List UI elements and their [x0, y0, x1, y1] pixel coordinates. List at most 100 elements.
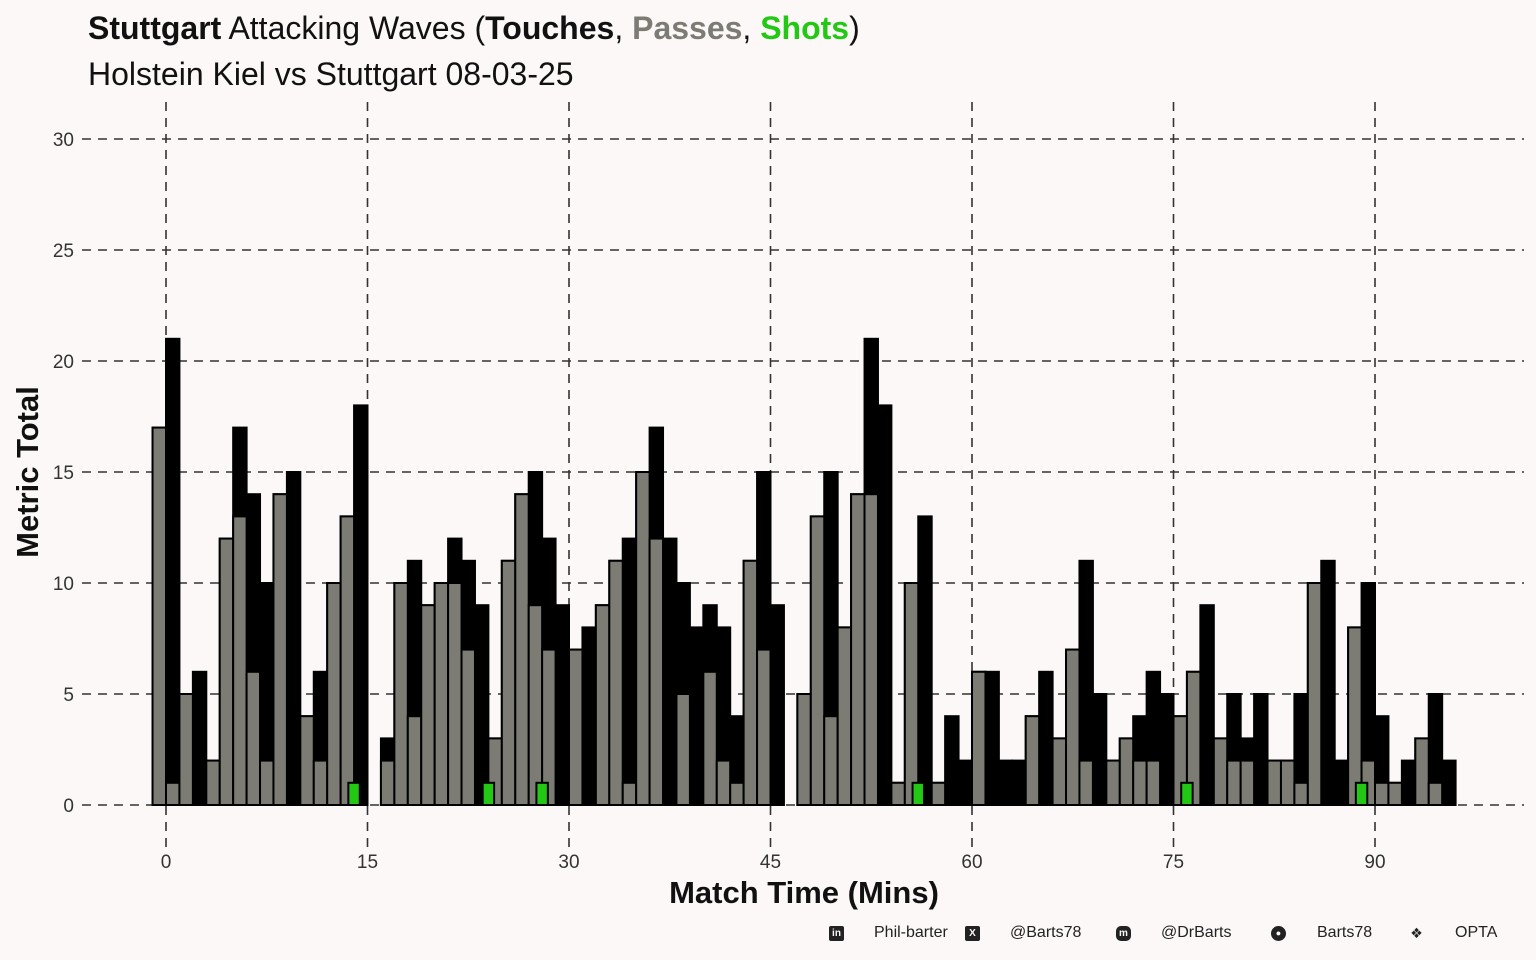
- touches-bar: [1199, 604, 1215, 807]
- passes-bar: [312, 759, 329, 806]
- touches-bar: [473, 604, 490, 807]
- touches-bar: [165, 337, 181, 806]
- y-tick-label: 5: [63, 685, 74, 706]
- shots-bar: [1180, 781, 1194, 806]
- linkedin-icon: in: [829, 925, 844, 941]
- footer-github-label: Barts78: [1317, 924, 1373, 941]
- passes-bar: [903, 582, 920, 806]
- footer-x-label: @Barts78: [1010, 924, 1082, 941]
- passes-bar: [1051, 737, 1068, 807]
- x-tick-label: 75: [1163, 852, 1184, 873]
- passes-bar: [1132, 759, 1148, 806]
- touches-bar: [957, 759, 973, 806]
- touches-bar: [1091, 693, 1108, 806]
- title-team: Stuttgart: [88, 10, 222, 46]
- passes-bar: [796, 693, 812, 806]
- passes-bar: [1414, 737, 1430, 807]
- x-tick-label: 15: [357, 852, 378, 873]
- title-close: ): [849, 10, 860, 46]
- footer-data-label: OPTA: [1455, 924, 1498, 941]
- passes-bar: [1226, 759, 1242, 806]
- passes-bar: [756, 648, 772, 806]
- footer-github[interactable]: ● Barts78: [1271, 924, 1372, 942]
- passes-bar: [326, 582, 342, 806]
- passes-bar: [218, 537, 235, 806]
- shots-bar: [911, 781, 925, 806]
- passes-bar: [232, 515, 248, 807]
- shots-bar: [481, 781, 496, 806]
- passes-bar: [621, 781, 638, 806]
- touches-bar: [581, 626, 597, 807]
- passes-bar: [742, 559, 759, 806]
- touches-bar: [944, 715, 960, 807]
- passes-bar: [1105, 759, 1121, 806]
- y-tick-label: 25: [53, 241, 74, 262]
- touches-bar: [1159, 693, 1175, 806]
- passes-bar: [259, 759, 275, 806]
- x-tick-label: 90: [1364, 852, 1385, 873]
- dropbox-icon: ❖: [1410, 924, 1423, 941]
- touches-bar: [876, 404, 893, 806]
- passes-bar: [1024, 715, 1041, 807]
- passes-bar: [863, 493, 879, 806]
- title-passes: Passes: [632, 10, 743, 46]
- passes-bar: [1347, 626, 1363, 807]
- passes-bar: [514, 493, 530, 806]
- touches-bar: [1253, 693, 1269, 806]
- touches-bar: [917, 515, 933, 807]
- touches-bar: [984, 670, 1000, 806]
- passes-bar: [272, 493, 288, 806]
- touches-bar: [554, 604, 570, 807]
- passes-bar: [299, 715, 315, 807]
- passes-bar: [635, 471, 651, 806]
- passes-bar: [151, 426, 167, 806]
- passes-bar: [1387, 781, 1403, 806]
- passes-bar: [1374, 781, 1390, 806]
- footer-data[interactable]: ❖ OPTA: [1409, 924, 1497, 942]
- passes-bar: [1306, 582, 1323, 806]
- shots-bar: [535, 781, 549, 806]
- passes-bar: [971, 670, 987, 806]
- touches-bar: [353, 404, 369, 806]
- footer-mastodon[interactable]: m @DrBarts: [1116, 924, 1231, 942]
- passes-bar: [165, 781, 181, 806]
- passes-bar: [527, 604, 544, 807]
- shots-bar: [347, 781, 361, 806]
- passes-bar: [420, 604, 436, 807]
- footer-linkedin-label: Phil-barter: [874, 924, 948, 941]
- title-touches: Touches: [485, 10, 615, 46]
- title-shots: Shots: [760, 10, 850, 46]
- passes-bar: [1078, 759, 1094, 806]
- passes-bar: [393, 582, 409, 806]
- shots-bar: [1354, 781, 1369, 806]
- touches-bar: [1400, 759, 1417, 806]
- passes-bar: [500, 559, 517, 806]
- passes-bar: [379, 759, 396, 806]
- passes-bar: [460, 648, 476, 806]
- passes-bar: [447, 582, 463, 806]
- passes-bar: [729, 781, 745, 806]
- footer-x[interactable]: X @Barts78: [965, 924, 1081, 942]
- footer-credits: in Phil-barter X @Barts78 m @DrBarts ● B…: [0, 924, 1536, 948]
- passes-bar: [1065, 648, 1081, 806]
- y-tick-label: 0: [63, 796, 74, 817]
- touches-bar: [688, 626, 705, 807]
- title-sep-2: ,: [742, 10, 761, 46]
- passes-bar: [406, 715, 423, 807]
- footer-linkedin[interactable]: in Phil-barter: [829, 924, 948, 942]
- touches-bar: [191, 670, 208, 806]
- passes-bar: [608, 559, 624, 806]
- passes-bar: [850, 493, 866, 806]
- x-tick-label: 60: [961, 852, 982, 873]
- passes-bar: [433, 582, 450, 806]
- passes-bar: [205, 759, 221, 806]
- x-icon: X: [965, 925, 980, 941]
- passes-bar: [245, 670, 262, 806]
- passes-bar: [1185, 670, 1202, 806]
- passes-bar: [541, 648, 557, 806]
- passes-bar: [809, 515, 826, 807]
- y-tick-label: 20: [53, 352, 74, 373]
- passes-bar: [1212, 737, 1229, 807]
- y-tick-label: 30: [53, 130, 74, 151]
- touches-bar: [285, 471, 302, 806]
